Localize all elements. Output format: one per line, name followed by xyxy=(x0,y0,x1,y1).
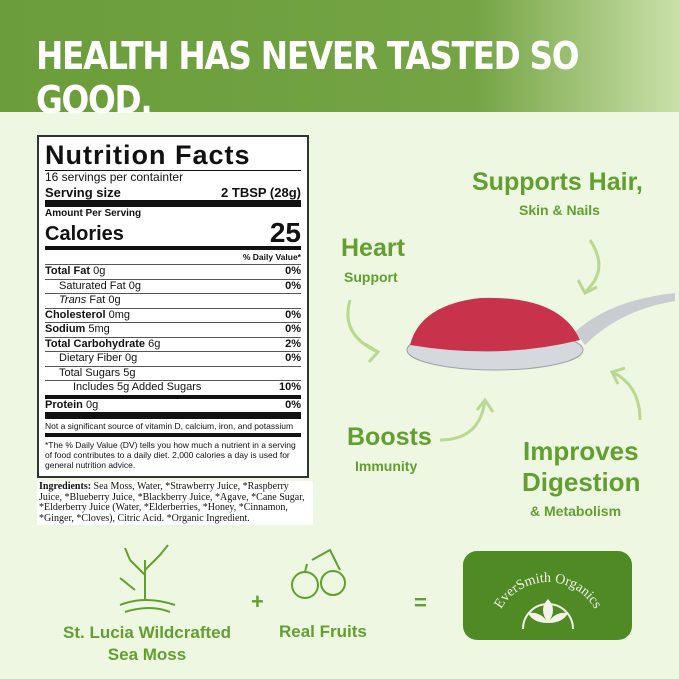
ingredients: Ingredients: Sea Moss, Water, *Strawberr… xyxy=(37,481,313,525)
not-significant-note: Not a significant source of vitamin D, c… xyxy=(45,421,294,431)
benefit-hair-title: Supports Hair, xyxy=(472,168,643,196)
nutrient-name: Total Carbohydrate xyxy=(45,337,146,350)
nutrient-row: Total Fat 0g 0% xyxy=(45,264,301,279)
nutrient-name: Saturated Fat xyxy=(59,279,126,292)
arrow-icons xyxy=(346,239,642,442)
nutrition-title: Nutrition Facts xyxy=(45,140,251,170)
nutrient-row: Protein 0g 0% xyxy=(45,394,301,413)
benefit-digestion-sub: & Metabolism xyxy=(530,503,622,519)
nutrient-dv: 0% xyxy=(285,323,301,335)
nutrient-name: Dietary Fiber xyxy=(59,352,122,364)
ingredients-text: Sea Moss, Water, *Strawberry Juice, *Ras… xyxy=(39,481,305,524)
nutrient-row: Trans Fat 0g xyxy=(45,293,301,308)
header-banner: HEALTH HAS NEVER TASTED SO GOOD. xyxy=(0,0,679,122)
nutrient-dv: 0% xyxy=(285,279,301,292)
sea-moss-gel xyxy=(410,297,580,352)
nutrient-dv: 0% xyxy=(285,265,301,277)
benefit-immunity-title: Boosts xyxy=(347,423,432,451)
benefit-heart-sub: Support xyxy=(344,269,398,285)
nutrient-amount: 0mg xyxy=(108,308,130,321)
nutrient-row: Dietary Fiber 0g 0% xyxy=(45,351,301,366)
headline: HEALTH HAS NEVER TASTED SO GOOD. xyxy=(36,34,580,122)
arrow-digestion-icon xyxy=(611,370,642,421)
sea-moss-icon xyxy=(119,544,176,613)
equals-sign: = xyxy=(414,590,427,615)
nutrient-name: Sodium xyxy=(45,323,86,335)
nutrient-amount: 0g xyxy=(93,265,106,277)
servings: 16 servings per containter xyxy=(45,170,301,185)
nutrient-dv: 2% xyxy=(285,337,301,350)
nutrient-name: Includes 5g Added Sugars xyxy=(73,381,202,393)
nutrient-name: Cholesterol xyxy=(45,308,106,321)
nutrient-amount: Fat 0g xyxy=(89,294,121,306)
nutrient-amount: 0g xyxy=(85,398,99,411)
fruits-icon xyxy=(291,548,346,599)
plus-sign: + xyxy=(251,589,264,614)
arrow-hair-icon xyxy=(583,239,601,294)
nutrition-facts-label: Nutrition Facts 16 servings per containt… xyxy=(37,135,309,478)
servings-text: 16 servings per containter xyxy=(45,170,184,184)
sea-moss-label: St. Lucia Wildcrafted Sea Moss xyxy=(63,623,231,664)
arrow-immunity-icon xyxy=(439,399,487,442)
nutrient-row: Includes 5g Added Sugars 10% xyxy=(45,380,301,395)
arrow-heart-icon xyxy=(346,299,379,354)
nutrient-name: Trans xyxy=(59,294,87,306)
nutrient-dv: 0% xyxy=(285,352,301,364)
nutrient-row: Cholesterol 0mg 0% xyxy=(45,307,301,323)
nutrient-rows: Total Fat 0g 0% Saturated Fat 0g 0% Trans Fa… xyxy=(45,264,301,412)
nutrient-name: Total Sugars xyxy=(59,366,121,379)
benefit-digestion-title2: Digestion xyxy=(522,467,641,497)
nutrient-row: Total Sugars 5g xyxy=(45,365,301,381)
nutrient-dv: 0% xyxy=(285,398,301,411)
nutrient-row: Total Carbohydrate 6g 2% xyxy=(45,336,301,352)
benefit-digestion-title1: Improves xyxy=(523,436,639,466)
nutrient-amount: 6g xyxy=(148,337,161,350)
dv-header: % Daily Value* xyxy=(242,252,301,262)
calories-value: 25 xyxy=(269,217,301,248)
spoon-handle xyxy=(575,293,675,345)
calories-label: Calories xyxy=(45,223,124,245)
nutrient-row: Sodium 5mg 0% xyxy=(45,322,301,337)
serving-size-label: Serving size xyxy=(45,184,121,200)
nutrient-amount: 0g xyxy=(125,352,138,364)
nutrient-amount: 0g xyxy=(128,279,141,292)
dv-footnote: *The % Daily Value (DV) tells you how mu… xyxy=(45,440,296,470)
benefit-immunity-sub: Immunity xyxy=(355,458,418,474)
nutrient-amount: 5g xyxy=(123,366,136,379)
nutrient-name: Total Fat xyxy=(45,265,91,277)
fruits-label: Real Fruits xyxy=(279,622,367,641)
nutrient-name: Protein xyxy=(45,398,83,411)
leaf-icon xyxy=(528,599,568,623)
brand-logo: EverSmith Organics xyxy=(463,551,632,640)
benefit-hair-sub: Skin & Nails xyxy=(519,202,600,218)
amount-per-serving: Amount Per Serving xyxy=(45,207,142,219)
ingredients-label: Ingredients: xyxy=(39,481,92,492)
nutrient-amount: 5mg xyxy=(88,323,110,335)
serving-size-value: 2 TBSP (28g) xyxy=(221,184,301,200)
nutrient-dv: 10% xyxy=(278,381,301,393)
nutrient-dv: 0% xyxy=(285,308,301,321)
nutrient-row: Saturated Fat 0g 0% xyxy=(45,278,301,294)
benefit-heart-title: Heart xyxy=(341,234,405,262)
